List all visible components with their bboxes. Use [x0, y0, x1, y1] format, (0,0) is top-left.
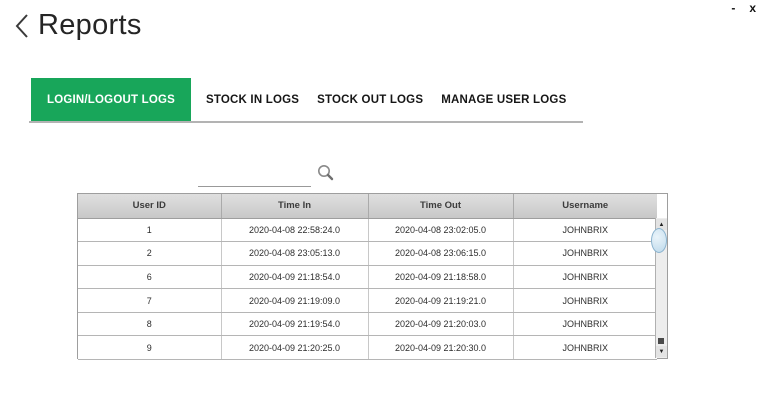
table-cell: JOHNBRIX — [513, 312, 657, 337]
table-cell: 2020-04-09 21:18:58.0 — [368, 265, 514, 290]
vertical-scrollbar[interactable]: ▲ ▼ — [651, 218, 667, 358]
scroll-down-icon[interactable]: ▼ — [656, 346, 667, 357]
table-row[interactable]: 6 2020-04-09 21:18:54.0 2020-04-09 21:18:5… — [78, 265, 657, 290]
table-row[interactable]: 8 2020-04-09 21:19:54.0 2020-04-09 21:20:0… — [78, 312, 657, 337]
table-cell: JOHNBRIX — [513, 241, 657, 266]
tabs-underline — [29, 121, 583, 123]
table-cell: 7 — [78, 288, 222, 313]
tabs: LOGIN/LOGOUT LOGS STOCK IN LOGS STOCK OUT … — [31, 78, 575, 121]
table-row[interactable]: 9 2020-04-09 21:20:25.0 2020-04-09 21:20:3… — [78, 335, 657, 361]
column-header[interactable]: User ID — [78, 194, 222, 219]
table-cell: 2020-04-09 21:19:54.0 — [221, 312, 369, 337]
table-cell: JOHNBRIX — [513, 288, 657, 313]
table-cell: JOHNBRIX — [513, 265, 657, 290]
page-title: Reports — [38, 9, 142, 41]
window-controls: - x — [731, 1, 756, 16]
back-icon[interactable] — [14, 12, 30, 40]
table-cell: 2020-04-09 21:20:30.0 — [368, 335, 514, 361]
table-cell: 2020-04-08 22:58:24.0 — [221, 218, 369, 243]
table-cell: 2020-04-08 23:02:05.0 — [368, 218, 514, 243]
scroll-up-icon[interactable]: ▲ — [656, 219, 667, 230]
logs-table: User ID Time In Time Out Username 1 2020-04-… — [77, 193, 668, 361]
table-cell: 2 — [78, 241, 222, 266]
search-icon[interactable] — [316, 163, 335, 187]
table-cell: 2020-04-09 21:20:03.0 — [368, 312, 514, 337]
table-row[interactable]: 1 2020-04-08 22:58:24.0 2020-04-08 23:02:0… — [78, 218, 657, 243]
tab-stock-in-logs[interactable]: STOCK IN LOGS — [205, 93, 300, 106]
table-cell: JOHNBRIX — [513, 218, 657, 243]
tab-manage-user-logs[interactable]: MANAGE USER LOGS — [441, 93, 567, 106]
search-input[interactable] — [198, 166, 311, 187]
tab-stock-out-logs[interactable]: STOCK OUT LOGS — [317, 93, 424, 106]
logs-table-header-row: User ID Time In Time Out Username — [78, 194, 657, 219]
table-cell: 2020-04-08 23:06:15.0 — [368, 241, 514, 266]
table-cell: 1 — [78, 218, 222, 243]
tab-login-logout-logs[interactable]: LOGIN/LOGOUT LOGS — [31, 78, 191, 121]
table-cell: 2020-04-09 21:18:54.0 — [221, 265, 369, 290]
table-cell: JOHNBRIX — [513, 335, 657, 361]
search-area — [198, 163, 335, 187]
column-header[interactable]: Time In — [221, 194, 369, 219]
close-icon[interactable]: x — [749, 1, 756, 15]
column-header[interactable]: Username — [513, 194, 657, 219]
page-header: Reports — [14, 9, 142, 42]
table-cell: 2020-04-09 21:20:25.0 — [221, 335, 369, 361]
minimize-icon[interactable]: - — [731, 1, 736, 15]
table-cell: 6 — [78, 265, 222, 290]
table-cell: 8 — [78, 312, 222, 337]
table-cell: 2020-04-09 21:19:09.0 — [221, 288, 369, 313]
table-cell: 2020-04-08 23:05:13.0 — [221, 241, 369, 266]
table-cell: 9 — [78, 335, 222, 361]
table-cell: 2020-04-09 21:19:21.0 — [368, 288, 514, 313]
table-row[interactable]: 7 2020-04-09 21:19:09.0 2020-04-09 21:19:2… — [78, 288, 657, 313]
scrollbar-thumb[interactable] — [651, 228, 667, 253]
logs-table-body: 1 2020-04-08 22:58:24.0 2020-04-08 23:02:0… — [78, 218, 657, 361]
scrollbar-mark — [658, 338, 664, 344]
column-header[interactable]: Time Out — [368, 194, 514, 219]
table-row[interactable]: 2 2020-04-08 23:05:13.0 2020-04-08 23:06:1… — [78, 241, 657, 266]
